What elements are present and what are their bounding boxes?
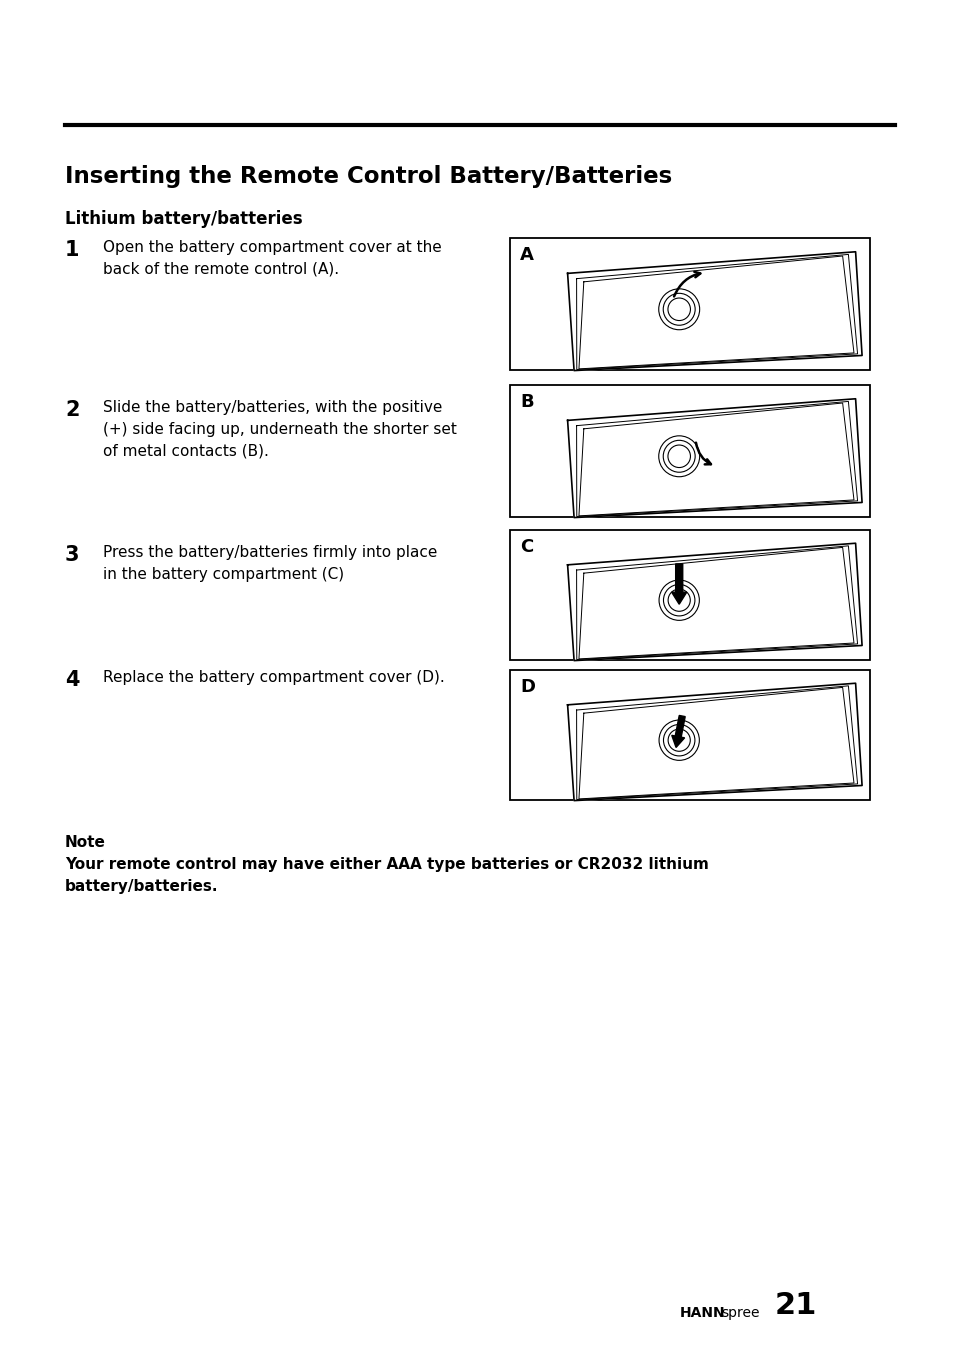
Bar (510, 530, 869, 660)
Text: 3: 3 (65, 545, 79, 565)
Text: B: B (519, 393, 533, 411)
Text: Lithium battery/batteries: Lithium battery/batteries (65, 210, 302, 228)
Text: C: C (519, 538, 533, 556)
Bar (510, 385, 869, 516)
Text: A: A (519, 246, 534, 264)
FancyArrow shape (671, 564, 686, 604)
FancyArrow shape (671, 715, 684, 748)
Text: 2: 2 (65, 400, 79, 420)
Bar (510, 238, 869, 370)
Text: Replace the battery compartment cover (D).: Replace the battery compartment cover (D… (103, 671, 444, 685)
Polygon shape (567, 399, 862, 518)
Text: Note: Note (65, 836, 106, 850)
Bar (510, 671, 869, 800)
Text: Open the battery compartment cover at the
back of the remote control (A).: Open the battery compartment cover at th… (103, 241, 441, 277)
Text: spree: spree (720, 1306, 759, 1320)
Text: Slide the battery/batteries, with the positive
(+) side facing up, underneath th: Slide the battery/batteries, with the po… (103, 400, 456, 458)
Text: 4: 4 (65, 671, 79, 690)
Text: Your remote control may have either AAA type batteries or CR2032 lithium
battery: Your remote control may have either AAA … (65, 857, 708, 894)
Polygon shape (567, 544, 862, 661)
Text: 1: 1 (65, 241, 79, 260)
Text: 21: 21 (774, 1291, 817, 1320)
Polygon shape (567, 251, 862, 370)
Polygon shape (567, 683, 862, 800)
Text: D: D (519, 677, 535, 696)
Text: HANN: HANN (679, 1306, 725, 1320)
Text: Press the battery/batteries firmly into place
in the battery compartment (C): Press the battery/batteries firmly into … (103, 545, 436, 581)
Text: Inserting the Remote Control Battery/Batteries: Inserting the Remote Control Battery/Bat… (65, 165, 672, 188)
